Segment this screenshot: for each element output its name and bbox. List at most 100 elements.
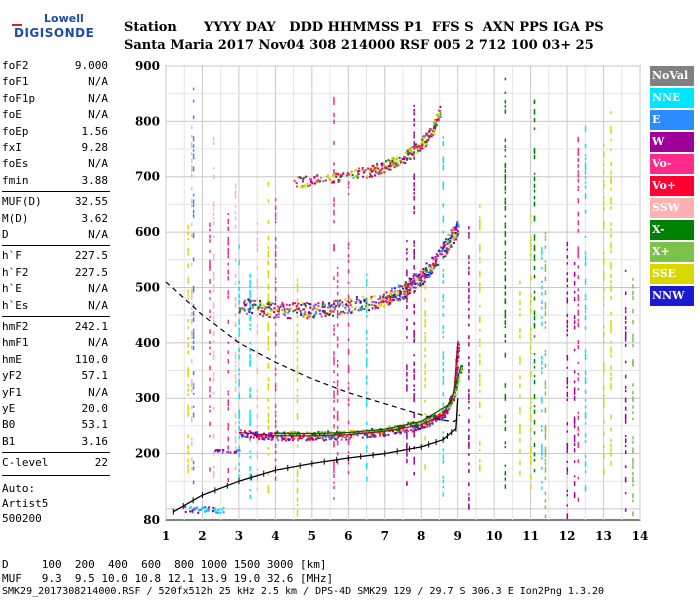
noise-dot — [468, 266, 470, 270]
second-hop-dot — [360, 308, 363, 311]
noise-dot — [442, 184, 445, 190]
noise-dot — [519, 308, 521, 311]
noise-dot — [577, 459, 580, 463]
second-hop-dot — [370, 298, 373, 301]
noise-dot — [603, 287, 605, 292]
noise-dot — [632, 360, 634, 365]
noise-dot — [238, 436, 240, 439]
noise-dot — [187, 247, 189, 253]
noise-dot — [584, 463, 587, 467]
noise-dot — [533, 127, 536, 130]
second-hop-dot — [416, 282, 419, 285]
noise-dot — [424, 354, 426, 358]
o-trace-dot — [441, 419, 444, 422]
second-hop-dot — [271, 302, 274, 305]
noise-dot — [468, 462, 470, 466]
noise-dot — [212, 312, 215, 315]
third-hop-dot — [333, 181, 336, 184]
noise-dot — [267, 406, 270, 409]
noise-dot — [192, 144, 195, 148]
second-hop-dot — [350, 299, 353, 302]
o-trace-dot — [318, 436, 321, 439]
third-hop-dot — [389, 162, 392, 165]
second-hop-dot — [447, 238, 450, 241]
second-hop-dot — [435, 257, 438, 260]
x-trace-dot — [397, 429, 400, 432]
noise-dot — [296, 489, 299, 494]
second-hop-dot — [344, 298, 347, 301]
param-value: N/A — [88, 298, 108, 312]
noise-dot — [267, 325, 270, 330]
noise-dot — [442, 407, 445, 412]
noise-dot — [209, 263, 211, 268]
second-hop-dot — [259, 299, 262, 302]
param-row: foF1p N/A — [2, 91, 108, 107]
second-hop-dot — [409, 280, 412, 283]
second-hop-dot — [416, 279, 419, 282]
third-hop-dot — [298, 176, 301, 179]
second-hop-dot — [403, 291, 406, 294]
noise-dot — [442, 392, 445, 397]
noise-dot — [468, 362, 470, 367]
noise-dot — [610, 148, 612, 151]
x-trace-dot — [295, 433, 298, 436]
noise-dot — [406, 298, 408, 303]
noise-dot — [267, 260, 270, 265]
noise-dot — [530, 418, 532, 423]
noise-dot — [333, 300, 335, 305]
noise-dot — [504, 91, 507, 94]
second-hop-dot — [412, 276, 415, 279]
noise-dot — [584, 129, 587, 133]
noise-dot — [336, 291, 339, 296]
noise-dot — [603, 468, 605, 473]
second-hop-dot — [346, 312, 349, 315]
noise-dot — [249, 417, 251, 422]
second-hop-dot — [329, 310, 332, 313]
noise-dot — [406, 387, 408, 392]
o-trace-dot — [414, 427, 417, 430]
o-trace-dot — [270, 433, 273, 436]
noise-dot — [544, 428, 547, 433]
e-echo-dot — [238, 449, 241, 452]
x-trace-dot — [388, 428, 391, 431]
noise-dot — [256, 222, 259, 225]
second-hop-dot — [349, 298, 352, 301]
third-hop-dot — [302, 176, 305, 179]
noise-dot — [610, 323, 612, 328]
o-trace-dot — [411, 430, 414, 433]
noise-dot — [333, 356, 335, 360]
noise-dot — [577, 136, 580, 141]
noise-dot — [504, 268, 507, 272]
param-name: hmF2 — [2, 320, 29, 333]
noise-dot — [256, 237, 259, 242]
param-row: fxI 9.28 — [2, 140, 108, 156]
noise-dot — [610, 461, 612, 466]
noise-dot — [413, 377, 415, 381]
noise-dot — [544, 461, 547, 466]
third-hop-dot — [421, 138, 424, 141]
noise-dot — [274, 236, 277, 241]
third-hop-dot — [322, 180, 325, 183]
o-trace-dot — [423, 426, 426, 429]
second-hop-dot — [406, 282, 409, 285]
noise-dot — [238, 299, 240, 305]
second-hop-dot — [281, 301, 284, 304]
second-hop-dot — [423, 275, 426, 278]
o-trace-dot — [256, 434, 259, 437]
noise-dot — [296, 288, 299, 293]
noise-dot — [212, 253, 215, 258]
noise-dot — [624, 477, 627, 482]
second-hop-dot — [278, 306, 281, 309]
x-trace-dot — [352, 434, 355, 437]
noise-dot — [227, 269, 229, 275]
noise-dot — [413, 211, 415, 215]
noise-dot — [566, 300, 569, 304]
noise-dot — [624, 434, 627, 438]
param-value: N/A — [88, 228, 108, 241]
third-hop-dot — [358, 167, 361, 170]
noise-dot — [413, 456, 415, 461]
o-mode-curve — [238, 342, 459, 437]
o-trace-dot — [239, 429, 242, 432]
third-hop-dot — [430, 129, 433, 132]
noise-dot — [584, 454, 587, 458]
